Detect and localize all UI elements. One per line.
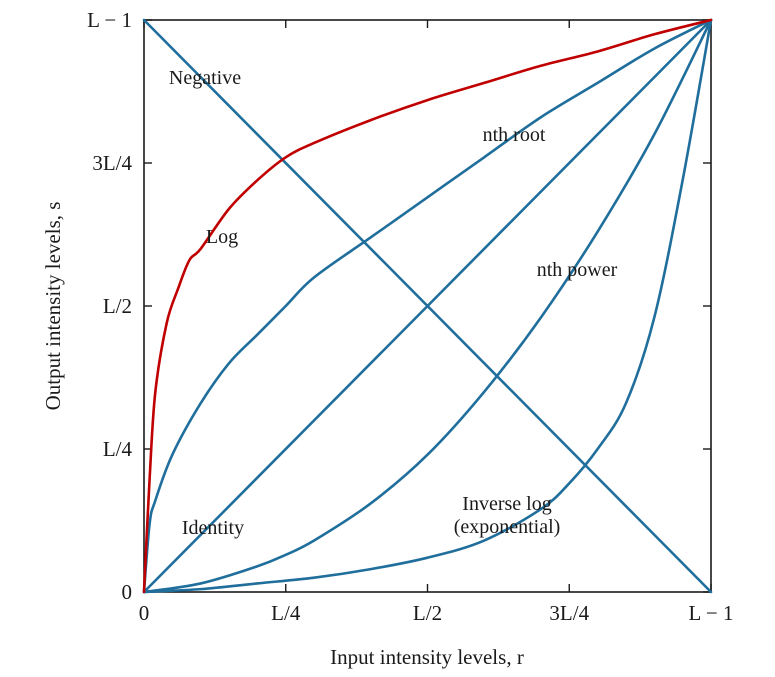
series-log-curve [142, 18, 713, 594]
x-axis-label: Input intensity levels, r [330, 645, 524, 669]
label-inverse-log-exponential: Inverse log (exponential) [454, 493, 561, 538]
annotations-group: Negative nth root Log nth power Identity Inve… [169, 67, 618, 539]
y-tick-label: L/4 [103, 437, 133, 461]
x-tick-label: 3L/4 [549, 601, 589, 625]
x-tick-label: L − 1 [689, 601, 734, 625]
series-nth-power-curve [142, 18, 713, 594]
y-tick-label: 0 [122, 580, 133, 604]
x-tick-label: 0 [139, 601, 150, 625]
series-identity-curve [142, 18, 713, 594]
series-nth-root-curve [142, 18, 713, 594]
label-identity: Identity [182, 517, 244, 539]
y-tick-label: 3L/4 [92, 151, 132, 175]
label-nth-power: nth power [537, 259, 618, 281]
y-tick-label: L/2 [103, 294, 132, 318]
label-log: Log [206, 226, 238, 248]
x-tick-label: L/4 [271, 601, 301, 625]
x-tick-label: L/2 [413, 601, 442, 625]
series-inverse-log-exponential-curve [142, 18, 713, 594]
label-line: Inverse log [462, 493, 551, 515]
curves-group [142, 18, 713, 594]
label-negative: Negative [169, 67, 241, 89]
y-axis-label: Output intensity levels, s [41, 202, 65, 411]
y-tick-label: L − 1 [87, 8, 132, 32]
tick-labels-group: 0 L/4 L/2 3L/4 L − 1 0 L/4 L/2 3L/4 L − 1 [87, 8, 733, 625]
label-nth-root: nth root [483, 124, 546, 146]
label-line: (exponential) [454, 516, 561, 538]
